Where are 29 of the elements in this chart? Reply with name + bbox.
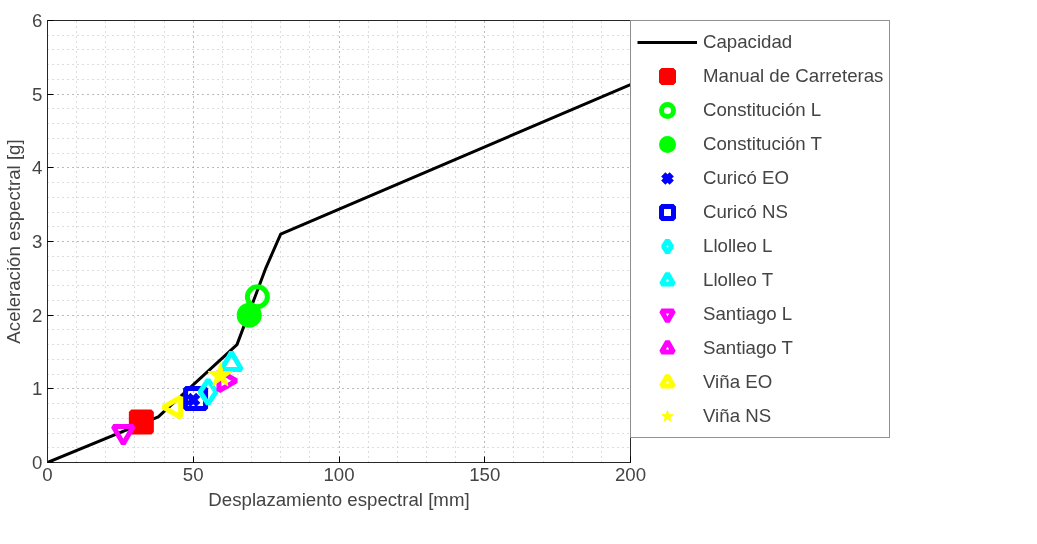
x-tick-label: 150 bbox=[469, 463, 501, 485]
x-tick-label: 200 bbox=[614, 463, 647, 485]
y-tick-label: 3 bbox=[32, 231, 43, 252]
y-tick-label: 4 bbox=[32, 157, 43, 179]
y-axis-title: Aceleración espectral [g] bbox=[3, 139, 25, 344]
legend-label: Llolleo T bbox=[703, 269, 774, 291]
x-axis-title: Desplazamiento espectral [mm] bbox=[208, 488, 470, 510]
legend-label: Viña NS bbox=[703, 405, 772, 427]
legend-label: Viña EO bbox=[703, 371, 773, 393]
y-tick-label: 6 bbox=[32, 10, 43, 31]
y-tick-label: 1 bbox=[32, 378, 43, 400]
point bbox=[236, 302, 262, 328]
legend-label: Constitución T bbox=[703, 133, 822, 155]
legend-label: Manual de Carreteras bbox=[703, 65, 884, 87]
point bbox=[128, 409, 154, 435]
x-tick-label: 100 bbox=[323, 463, 355, 485]
point bbox=[197, 377, 219, 407]
legend-label: Santiago T bbox=[703, 337, 793, 359]
legend-label: Constitución L bbox=[703, 99, 822, 121]
legend-label: Curicó EO bbox=[703, 167, 790, 189]
legend-label: Capacidad bbox=[703, 31, 793, 53]
x-tick-label: 50 bbox=[182, 463, 204, 485]
point bbox=[244, 284, 270, 310]
legend-label: Curicó NS bbox=[703, 201, 789, 223]
point bbox=[207, 362, 234, 387]
y-tick-label: 5 bbox=[32, 83, 43, 105]
legend-label: Llolleo L bbox=[703, 235, 773, 257]
legend-label: Santiago L bbox=[703, 303, 793, 325]
y-tick-label: 2 bbox=[32, 304, 43, 326]
